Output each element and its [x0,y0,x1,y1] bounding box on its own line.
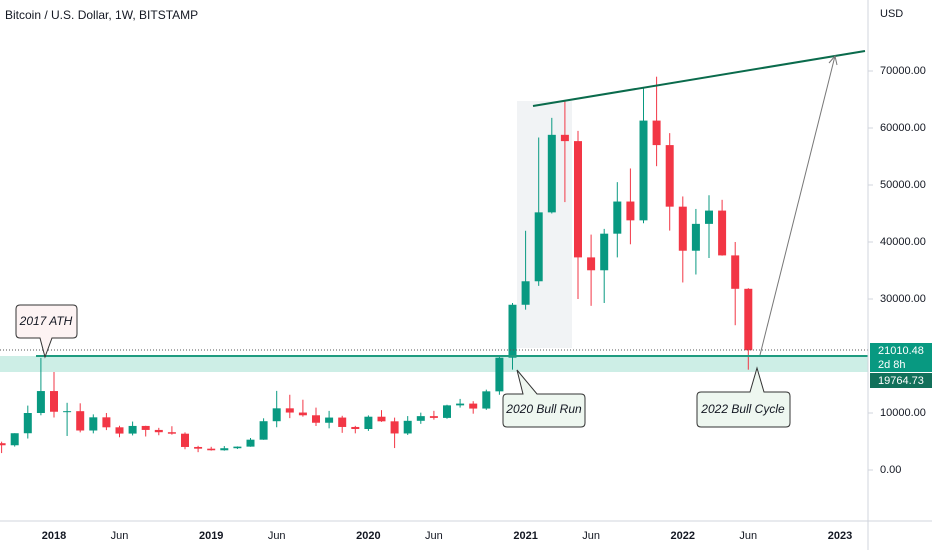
candle-body [600,233,609,271]
x-tick-label: Jun [582,530,600,542]
annotation: 2020 Bull Run [505,402,582,416]
candle-body [128,425,137,434]
chart-title: Bitcoin / U.S. Dollar, 1W, BITSTAMP [5,8,198,22]
trend-line [532,50,866,107]
candle-body [377,416,386,422]
candle-body [285,408,294,413]
candle-body [495,357,504,392]
candle-body [272,408,281,422]
annotation: 2022 Bull Cycle [700,402,785,416]
y-tick-label: 10000.00 [880,407,926,419]
candle-body [325,417,334,423]
highlight-zone [517,101,572,348]
candle-body [731,255,740,289]
candle-body [364,416,373,430]
candle-body [508,304,517,358]
candle-body [456,403,465,406]
candle-body [678,206,687,251]
candle-body [416,416,425,421]
candle-body [390,421,399,434]
candle-body [89,417,98,431]
candle-body [443,405,451,418]
callout [15,304,78,359]
last-price-label: 21010.48 [878,345,924,357]
candle-body [613,201,622,234]
candle-body [744,288,753,351]
candle-body [403,420,412,434]
x-tick-label: 2019 [199,530,223,542]
candle-body [233,446,242,449]
annotation: 2017 ATH [19,314,73,328]
candle-body [705,210,713,224]
candle-body [534,212,543,282]
callout [502,369,586,428]
candle-body [220,448,229,451]
y-tick-label: 0.00 [880,464,901,476]
x-tick-label: Jun [111,530,129,542]
candle-body [298,412,307,416]
support-zone [0,356,868,372]
candle-body [10,433,19,446]
y-tick-label: 60000.00 [880,122,926,134]
support-label-box [870,373,932,388]
candle-body [167,432,176,434]
x-tick-label: 2022 [671,530,695,542]
price-label-box [870,343,932,358]
candle-body [76,411,85,431]
countdown: 2d 8h [878,359,906,371]
x-tick-label: 2018 [42,530,66,542]
candle-body [259,421,268,440]
candle-body [154,429,163,433]
candle-body [547,134,556,213]
candle-body [626,201,635,221]
candle-body [312,415,320,423]
candle-body [63,411,72,413]
candle-body [102,417,111,428]
candles [0,76,753,454]
candle-body [194,446,203,449]
candle-body [469,403,478,409]
candle-body [181,433,189,447]
candle-body [587,257,596,271]
y-tick-label: 30000.00 [880,293,926,305]
candle-body [141,425,150,430]
y-tick-label: 70000.00 [880,65,926,77]
currency: USD [880,8,903,20]
projection-arrow [759,55,836,356]
y-tick-label: 50000.00 [880,179,926,191]
candle-body [207,448,216,451]
y-tick-label: 40000.00 [880,236,926,248]
candle-body [718,210,727,256]
candle-body [338,417,347,427]
x-tick-label: Jun [268,530,286,542]
candle-body [652,120,661,146]
x-tick-label: 2023 [828,530,852,542]
countdown-box [870,358,932,372]
candle-body [560,134,569,142]
x-tick-label: Jun [739,530,757,542]
candle-body [50,391,58,412]
candle-body [36,391,45,413]
candle-body [574,141,582,258]
support-price-label: 19764.73 [878,375,924,387]
callout [696,366,791,428]
arrow-head [828,54,838,66]
x-tick-label: 2020 [356,530,380,542]
candle-body [482,391,491,409]
candle-body [665,145,674,207]
candle-body [246,439,255,447]
candle-body [639,120,648,221]
candle-body [351,426,360,430]
candle-body [115,427,124,434]
x-tick-label: Jun [425,530,443,542]
candle-body [23,412,32,434]
candle-body [429,416,438,418]
x-tick-label: 2021 [513,530,537,542]
candle-body [0,443,6,446]
candle-body [691,223,700,251]
candle-body [521,281,530,305]
